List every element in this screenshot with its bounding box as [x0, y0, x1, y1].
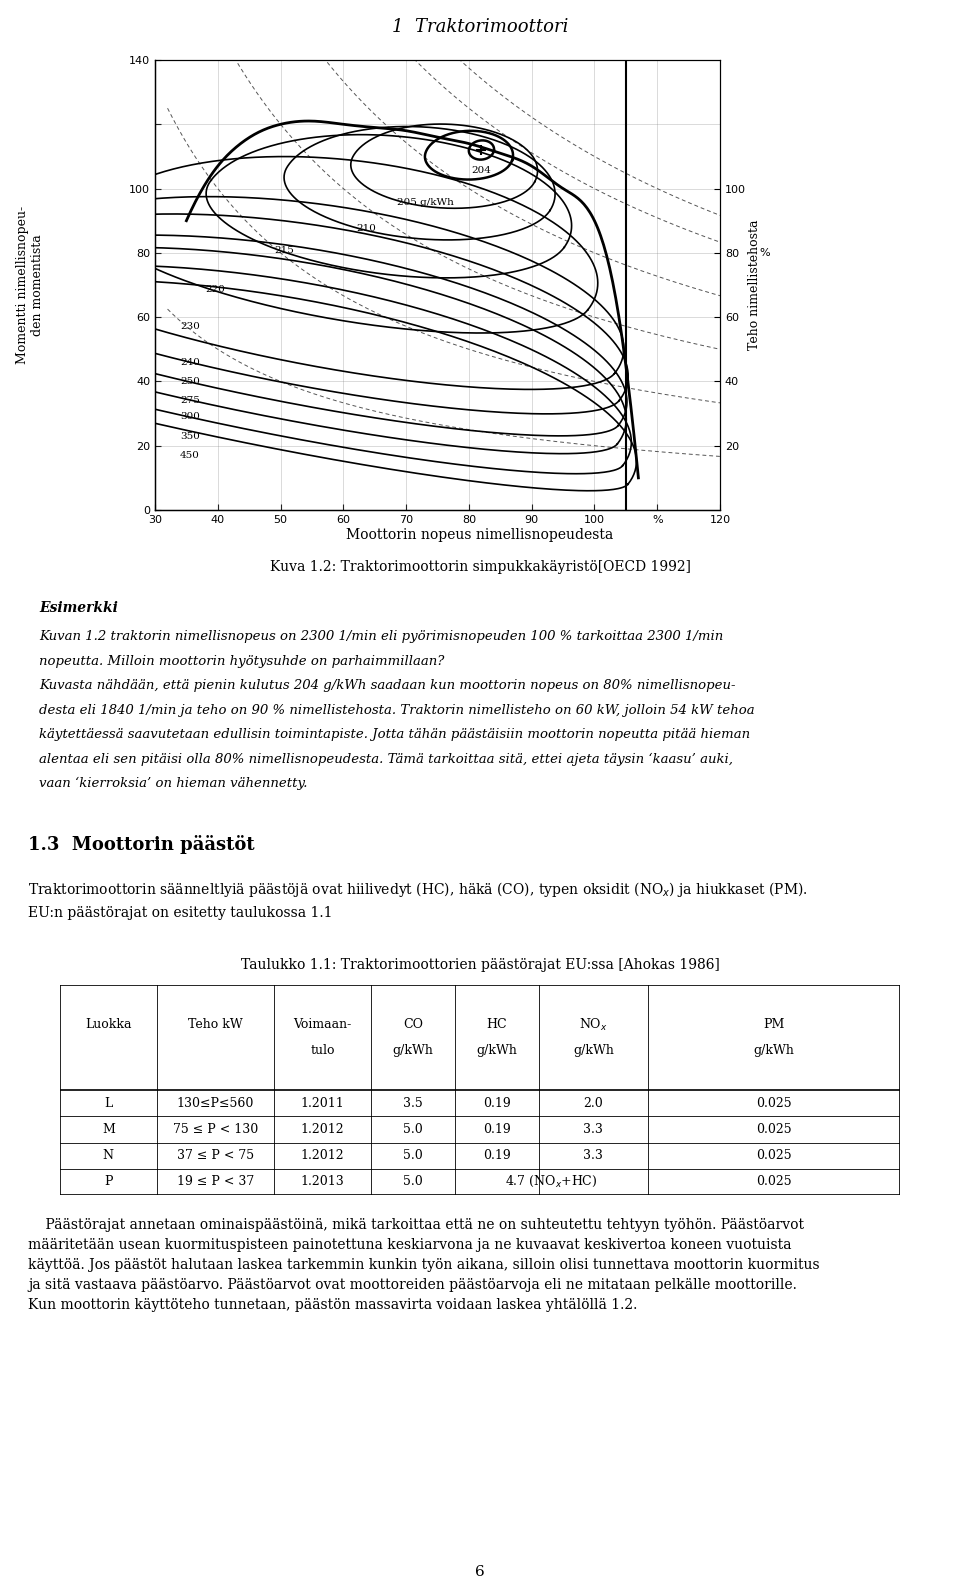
Text: 1.2012: 1.2012 [300, 1149, 345, 1162]
Text: 3.3: 3.3 [584, 1149, 603, 1162]
Text: NO$_x$: NO$_x$ [579, 1017, 608, 1033]
Text: vaan ‘kierroksia’ on hieman vähennetty.: vaan ‘kierroksia’ on hieman vähennetty. [38, 777, 307, 790]
Text: N: N [103, 1149, 114, 1162]
Text: g/kWh: g/kWh [754, 1044, 795, 1057]
Text: alentaa eli sen pitäisi olla 80% nimellisnopeudesta. Tämä tarkoittaa sitä, ettei: alentaa eli sen pitäisi olla 80% nimelli… [38, 752, 732, 766]
Text: 275: 275 [180, 396, 200, 405]
Text: käytettäessä saavutetaan edullisin toimintapiste. Jotta tähän päästäisiin mootto: käytettäessä saavutetaan edullisin toimi… [38, 728, 750, 741]
Text: desta eli 1840 1/min ja teho on 90 % nimellistehosta. Traktorin nimellisteho on : desta eli 1840 1/min ja teho on 90 % nim… [38, 704, 755, 717]
Text: CO: CO [403, 1018, 422, 1031]
Text: Päästörajat annetaan ominaispäästöinä, mikä tarkoittaa että ne on suhteutettu te: Päästörajat annetaan ominaispäästöinä, m… [28, 1218, 820, 1312]
Text: Moottorin nopeus nimellisnopeudesta: Moottorin nopeus nimellisnopeudesta [347, 528, 613, 543]
Text: 5.0: 5.0 [403, 1149, 422, 1162]
Text: M: M [102, 1124, 115, 1136]
Text: 1.3  Moottorin päästöt: 1.3 Moottorin päästöt [28, 835, 254, 854]
Text: Kuvan 1.2 traktorin nimellisnopeus on 2300 1/min eli pyörimisnopeuden 100 % tark: Kuvan 1.2 traktorin nimellisnopeus on 23… [38, 630, 723, 643]
Text: PM: PM [763, 1018, 784, 1031]
Text: 6: 6 [475, 1566, 485, 1578]
Text: 240: 240 [180, 358, 200, 367]
Text: 19 ≤ P < 37: 19 ≤ P < 37 [177, 1175, 254, 1189]
Text: 0.19: 0.19 [483, 1124, 511, 1136]
Text: g/kWh: g/kWh [573, 1044, 613, 1057]
Text: 0.025: 0.025 [756, 1175, 792, 1189]
Text: 75 ≤ P < 130: 75 ≤ P < 130 [173, 1124, 258, 1136]
Text: Momentti nimellisnopeu-
den momentista: Momentti nimellisnopeu- den momentista [16, 206, 44, 364]
Text: 350: 350 [180, 431, 200, 440]
Text: tulo: tulo [310, 1044, 335, 1057]
Text: 220: 220 [205, 286, 225, 294]
Text: 3.3: 3.3 [584, 1124, 603, 1136]
Text: L: L [105, 1096, 112, 1109]
Text: 0.025: 0.025 [756, 1124, 792, 1136]
Text: Luokka: Luokka [85, 1018, 132, 1031]
Text: 230: 230 [180, 322, 200, 332]
Text: 1  Traktorimoottori: 1 Traktorimoottori [392, 18, 568, 37]
Text: Teho nimellistehosta: Teho nimellistehosta [749, 220, 761, 350]
Text: 0.025: 0.025 [756, 1096, 792, 1109]
Text: 0.19: 0.19 [483, 1096, 511, 1109]
Text: g/kWh: g/kWh [476, 1044, 517, 1057]
Text: 1.2011: 1.2011 [300, 1096, 345, 1109]
Text: 5.0: 5.0 [403, 1175, 422, 1189]
Text: 0.025: 0.025 [756, 1149, 792, 1162]
Text: 1.2013: 1.2013 [300, 1175, 345, 1189]
Text: 0.19: 0.19 [483, 1149, 511, 1162]
Text: Voimaan-: Voimaan- [294, 1018, 351, 1031]
Text: 1.2012: 1.2012 [300, 1124, 345, 1136]
Text: 130≤P≤560: 130≤P≤560 [177, 1096, 254, 1109]
Text: Kuvasta nähdään, että pienin kulutus 204 g/kWh saadaan kun moottorin nopeus on 8: Kuvasta nähdään, että pienin kulutus 204… [38, 680, 735, 693]
Text: P: P [104, 1175, 112, 1189]
Text: 2.0: 2.0 [584, 1096, 603, 1109]
Text: Teho kW: Teho kW [188, 1018, 243, 1031]
Text: 37 ≤ P < 75: 37 ≤ P < 75 [177, 1149, 254, 1162]
Text: Taulukko 1.1: Traktorimoottorien päästörajat EU:ssa [Ahokas 1986]: Taulukko 1.1: Traktorimoottorien päästör… [241, 958, 719, 972]
Text: 215: 215 [275, 246, 294, 255]
Text: 450: 450 [180, 450, 200, 460]
Text: 300: 300 [180, 412, 200, 421]
Text: g/kWh: g/kWh [393, 1044, 433, 1057]
Text: HC: HC [487, 1018, 507, 1031]
Text: 5.0: 5.0 [403, 1124, 422, 1136]
Text: Traktorimoottorin säänneltlyiä päästöjä ovat hiilivedyt (HC), häkä (CO), typen o: Traktorimoottorin säänneltlyiä päästöjä … [28, 879, 807, 919]
Text: 204: 204 [471, 166, 492, 176]
Text: 4.7 (NO$_x$+HC): 4.7 (NO$_x$+HC) [505, 1175, 598, 1189]
Text: Esimerkki: Esimerkki [38, 600, 118, 614]
Text: 250: 250 [180, 377, 200, 386]
Text: 205 g/kWh: 205 g/kWh [396, 198, 453, 207]
Text: Kuva 1.2: Traktorimoottorin simpukkakäyristö[OECD 1992]: Kuva 1.2: Traktorimoottorin simpukkakäyr… [270, 560, 690, 575]
Text: 210: 210 [356, 223, 375, 233]
Text: nopeutta. Milloin moottorin hyötysuhde on parhaimmillaan?: nopeutta. Milloin moottorin hyötysuhde o… [38, 654, 444, 667]
Text: 3.5: 3.5 [403, 1096, 422, 1109]
Text: %: % [759, 247, 770, 259]
